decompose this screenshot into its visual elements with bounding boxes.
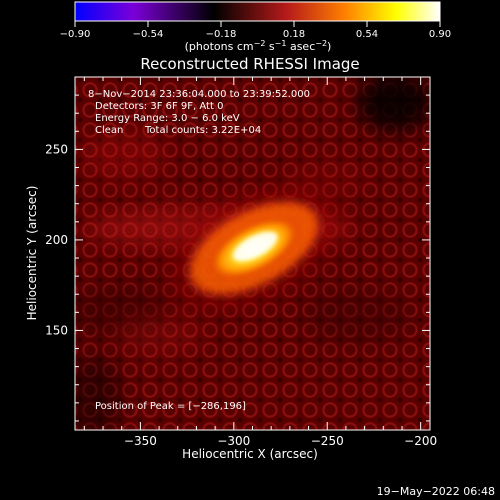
annotation-block: 8−Nov−2014 23:36:04.000 to 23:39:52.000 … <box>88 89 310 412</box>
heatmap-dark-region-bottom-left <box>75 356 121 430</box>
heatmap-dark-region-top-right <box>357 77 430 132</box>
colorbar-tick-label-3: 0.18 <box>283 29 305 40</box>
x-tick-label-2: −250 <box>311 434 344 448</box>
heatmap-panel <box>75 77 430 430</box>
y-axis-label: Heliocentric Y (arcsec) <box>25 186 39 321</box>
y-tick-label-2: 250 <box>45 142 68 156</box>
colorbar-tick-label-4: 0.54 <box>356 29 378 40</box>
colorbar-tick-label-1: −0.54 <box>133 29 164 40</box>
chart-title: Reconstructed RHESSI Image <box>140 55 359 73</box>
flare-source-highlight <box>232 231 278 262</box>
x-tick-label-3: −200 <box>404 434 437 448</box>
x-axis-label: Heliocentric X (arcsec) <box>182 447 318 461</box>
total-counts-text: Total counts: 3.22E+04 <box>144 125 261 136</box>
colorbar: −0.90 −0.54 −0.18 0.18 0.54 0.90 (photons cm−… <box>60 1 451 54</box>
colorbar-tick-label-0: −0.90 <box>60 29 91 40</box>
colorbar-label: (photons cm−2 s−1 asec−2) <box>185 39 332 54</box>
colorbar-gradient <box>74 1 441 22</box>
colorbar-tick-label-5: 0.90 <box>429 29 451 40</box>
x-tick-label-1: −300 <box>217 434 250 448</box>
heatmap-dark-region-right <box>303 288 413 344</box>
heatmap-warm-patch-upper-left <box>83 132 167 180</box>
time-range-text: 8−Nov−2014 23:36:04.000 to 23:39:52.000 <box>88 89 310 100</box>
y-tick-label-1: 200 <box>45 233 68 247</box>
detectors-text: Detectors: 3F 6F 9F, Att 0 <box>95 101 223 112</box>
colorbar-tick-label-2: −0.18 <box>206 29 237 40</box>
x-axis-ticks: −350 −300 −250 −200 <box>83 77 437 448</box>
colorbar-ticks: −0.90 −0.54 −0.18 0.18 0.54 0.90 <box>60 21 451 40</box>
y-tick-label-0: 150 <box>45 323 68 337</box>
y-axis-ticks: 150 200 250 <box>45 76 430 422</box>
x-tick-label-0: −350 <box>124 434 157 448</box>
peak-position-text: Position of Peak = [−286,196] <box>95 401 246 412</box>
heatmap-warm-patch-lower-left <box>114 312 206 356</box>
flare-source <box>150 173 358 323</box>
energy-range-text: Energy Range: 3.0 − 6.0 keV <box>95 113 240 124</box>
method-text: Clean <box>95 125 123 136</box>
footer-date: 19−May−2022 06:48 <box>377 485 495 498</box>
